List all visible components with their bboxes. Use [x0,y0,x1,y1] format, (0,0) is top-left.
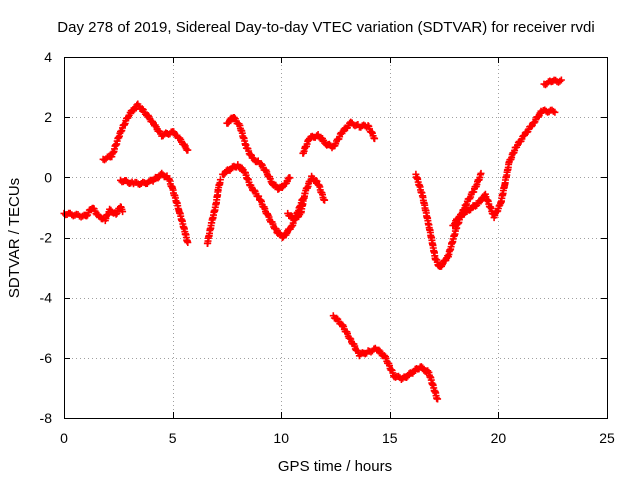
y-tick-label: 0 [44,169,52,185]
data-point [462,201,470,209]
data-point [230,114,238,121]
data-point [557,76,565,84]
data-point [257,160,265,168]
data-point [556,77,564,85]
data-point [434,395,442,403]
data-point [339,321,347,329]
x-tick-label: 25 [599,430,615,446]
data-point [403,374,411,381]
data-point [220,171,228,179]
data-point [549,107,557,115]
data-point [278,184,286,191]
y-tick-label: -2 [40,230,53,246]
data-point [371,135,379,143]
series-arc-4 [203,176,224,247]
series-arc-3 [117,169,192,246]
y-tick-label: 4 [44,49,52,65]
series-arc-7 [284,172,329,224]
series-arc-1 [60,203,127,225]
x-tick-label: 0 [60,430,68,446]
series-arc-9 [329,312,442,403]
data-point [527,123,535,130]
y-tick-label: -4 [40,290,53,306]
data-point [216,176,224,184]
data-point [346,334,354,342]
data-point [184,146,192,154]
data-point [184,239,192,246]
series-arc-8 [299,118,379,157]
series-arc-10 [412,169,485,270]
y-tick-label: 2 [44,109,52,125]
data-point [477,169,485,177]
y-axis-label: SDTVAR / TECUs [6,178,23,298]
x-axis-label: GPS time / hours [278,458,392,475]
data-point [286,174,294,182]
series-arc-6 [223,114,294,193]
data-point [119,208,127,216]
data-point [224,119,232,127]
x-tick-label: 5 [169,430,177,446]
data-point [417,363,425,371]
data-point [477,197,485,205]
x-tick-label: 15 [382,430,398,446]
data-point [375,346,383,354]
grid [64,57,607,418]
series-arc-2 [99,100,192,164]
data-point [112,210,120,218]
axis-ticks: 0 5 10 15 20 25 -8 -6 -4 -2 0 2 4 [40,49,615,446]
y-tick-label: -8 [40,410,53,426]
chart-title: Day 278 of 2019, Sidereal Day-to-day VTE… [57,19,594,36]
data-point [313,177,321,185]
series-arc-5 [219,161,307,242]
series-arc-12 [540,76,565,89]
data-points [60,76,565,403]
x-tick-label: 10 [273,430,289,446]
x-tick-label: 20 [491,430,507,446]
data-point [321,196,329,204]
data-point [255,192,263,200]
data-point [176,134,184,142]
series-arc-11 [449,106,559,229]
data-point [130,107,137,115]
y-tick-label: -6 [40,350,53,366]
data-point [530,119,538,127]
data-point [551,108,559,116]
